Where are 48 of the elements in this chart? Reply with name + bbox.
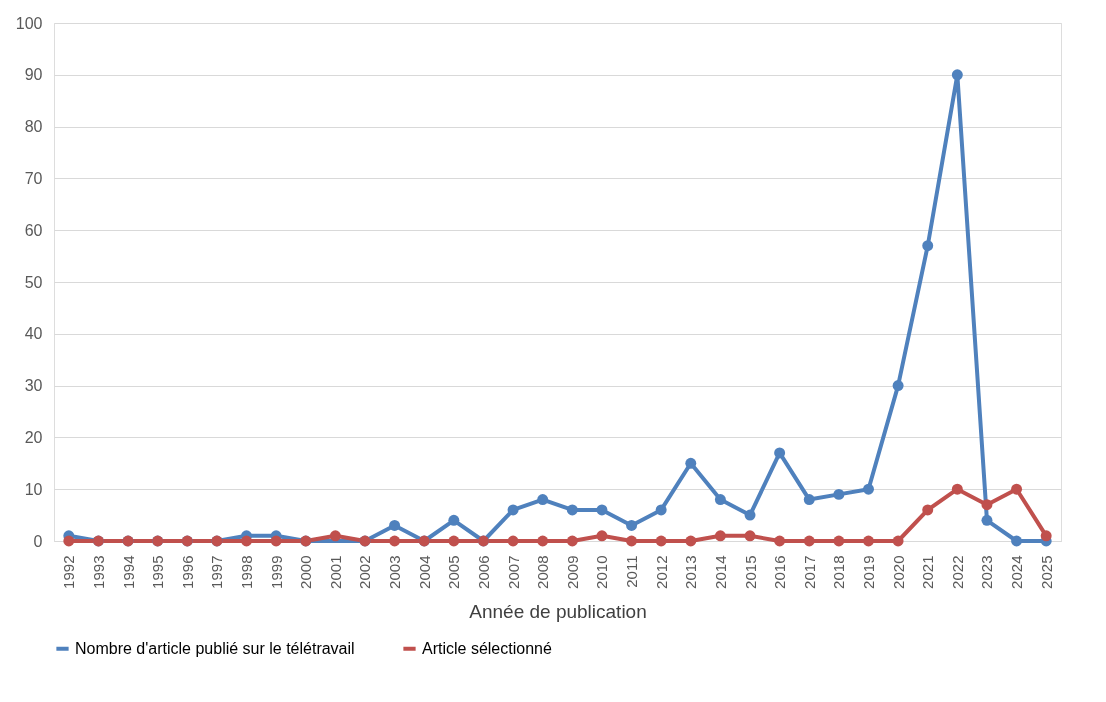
y-tick-label: 100 xyxy=(15,14,43,32)
x-tick-label: 2011 xyxy=(623,555,641,588)
legend-label: Nombre d'article publié sur le télétravail xyxy=(75,639,355,657)
x-tick-label: 2015 xyxy=(741,555,759,589)
y-tick-label: 10 xyxy=(24,480,43,498)
x-tick-label: 1992 xyxy=(60,555,78,589)
x-tick-label: 1994 xyxy=(119,555,137,589)
x-tick-label: 2000 xyxy=(297,555,315,589)
y-tick-label: 30 xyxy=(24,377,43,395)
x-tick-label: 1998 xyxy=(238,555,256,589)
x-tick-label: 2009 xyxy=(563,555,581,589)
y-tick-label: 50 xyxy=(24,273,43,291)
x-tick-label: 1999 xyxy=(267,555,285,589)
x-tick-label: 2005 xyxy=(445,555,463,589)
x-tick-label: 2004 xyxy=(415,555,433,589)
x-tick-label: 2017 xyxy=(800,555,818,589)
y-tick-label: 40 xyxy=(24,325,43,343)
x-tick-label: 2002 xyxy=(356,555,374,589)
legend-label: Article sélectionné xyxy=(422,639,552,657)
x-tick-label: 2020 xyxy=(889,555,907,589)
x-tick-label: 2008 xyxy=(534,555,552,589)
x-tick-label: 2021 xyxy=(919,555,937,589)
y-tick-label: 90 xyxy=(24,66,43,84)
x-axis-title: Année de publication xyxy=(469,600,647,622)
x-tick-label: 2024 xyxy=(1008,555,1026,589)
x-tick-label: 2025 xyxy=(1037,555,1055,589)
x-tick-label: 2023 xyxy=(978,555,996,589)
x-tick-label: 2003 xyxy=(386,555,404,589)
x-tick-label: 1995 xyxy=(149,555,167,589)
y-tick-label: 20 xyxy=(24,428,43,446)
x-tick-label: 2001 xyxy=(326,555,344,589)
y-tick-label: 0 xyxy=(33,532,43,550)
y-tick-label: 80 xyxy=(24,118,43,136)
x-tick-label: 1997 xyxy=(208,555,226,589)
x-tick-label: 2010 xyxy=(593,555,611,589)
x-tick-label: 2018 xyxy=(830,555,848,589)
x-tick-label: 2022 xyxy=(948,555,966,589)
x-tick-label: 2013 xyxy=(682,555,700,589)
x-tick-label: 2007 xyxy=(504,555,522,589)
x-tick-label: 1996 xyxy=(178,555,196,589)
x-tick-label: 2006 xyxy=(474,555,492,589)
x-tick-label: 1993 xyxy=(89,555,107,589)
x-tick-label: 2014 xyxy=(711,555,729,589)
y-tick-label: 60 xyxy=(24,221,43,239)
y-tick-label: 70 xyxy=(24,169,43,187)
x-tick-label: 2012 xyxy=(652,555,670,589)
x-tick-label: 2019 xyxy=(859,555,877,589)
x-tick-label: 2016 xyxy=(771,555,789,589)
